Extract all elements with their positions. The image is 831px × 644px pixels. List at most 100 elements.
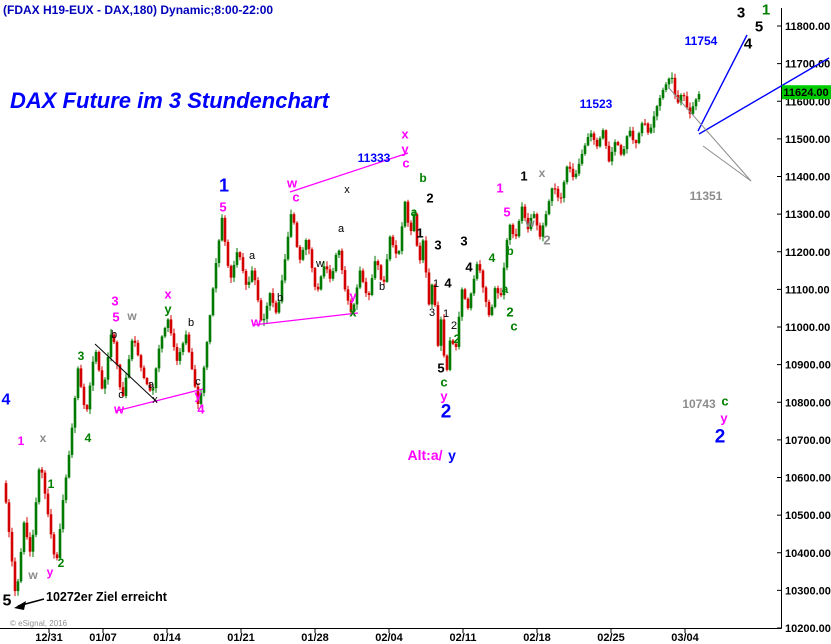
wave-label: 4 xyxy=(744,35,753,52)
wave-label: 4 xyxy=(444,276,452,291)
axes: 10200.00 10300.00 10400.00 10500.00 10600.00… xyxy=(0,8,831,644)
y-axis-label: 10500.00 xyxy=(785,510,831,522)
trend-lines xyxy=(94,34,830,412)
candle-body xyxy=(592,133,596,140)
candle-body xyxy=(253,270,257,281)
candle-body xyxy=(415,214,419,246)
wave-label: x xyxy=(401,127,409,142)
wave-label: w xyxy=(286,176,298,191)
wave-label: 1 xyxy=(496,181,503,196)
candle-body xyxy=(160,336,164,349)
wave-label: c xyxy=(195,376,201,388)
wave-label: b xyxy=(188,317,194,329)
candle-body xyxy=(7,502,11,532)
wave-label: c xyxy=(510,319,517,334)
candle-body xyxy=(136,342,140,356)
candle-body xyxy=(469,293,473,309)
candle-body xyxy=(661,89,665,99)
candle-body xyxy=(613,142,617,152)
candle-body xyxy=(595,139,599,147)
y-axis-label: 10600.00 xyxy=(785,473,831,485)
candle-body xyxy=(115,342,119,365)
candle-body xyxy=(505,240,509,268)
candle-body xyxy=(427,272,431,305)
wave-label: 1 xyxy=(520,169,527,184)
candle-body xyxy=(76,368,80,399)
candle-body xyxy=(289,214,293,237)
candle-body xyxy=(634,140,638,144)
candle-body xyxy=(598,138,602,147)
candle-body xyxy=(28,537,32,552)
wave-label: 1 xyxy=(219,175,229,195)
x-axis-label: 02/25 xyxy=(597,632,625,644)
candle-body xyxy=(22,522,26,552)
candle-body xyxy=(46,493,50,515)
candle-body xyxy=(658,98,662,107)
candle-body xyxy=(403,201,407,227)
y-axis-label: 11700.00 xyxy=(785,59,830,71)
wave-label: 2 xyxy=(426,191,433,206)
wave-label: y xyxy=(448,447,456,463)
trend-line xyxy=(697,34,748,132)
candle-body xyxy=(25,522,29,538)
candle-body xyxy=(94,351,98,362)
x-axis-label: 02/11 xyxy=(450,632,477,644)
wave-label: y xyxy=(440,389,448,404)
candle-body xyxy=(454,343,458,347)
candle-body xyxy=(568,166,572,169)
x-axis-label: 01/21 xyxy=(227,632,255,644)
candle-body xyxy=(688,107,692,114)
target-note-text: 10272er Ziel erreicht xyxy=(46,590,168,604)
candle-body xyxy=(181,343,185,353)
candle-body xyxy=(340,250,344,271)
candle-body xyxy=(316,286,320,290)
candle-body xyxy=(601,130,605,139)
candle-body xyxy=(547,201,551,215)
wave-label: 4 xyxy=(465,260,473,275)
candle-body xyxy=(625,136,629,150)
candle-body xyxy=(379,265,383,280)
trend-line xyxy=(698,57,830,135)
candle-body xyxy=(157,348,161,369)
wave-label: 1 xyxy=(433,278,439,290)
candle-body xyxy=(694,99,698,107)
candle-body xyxy=(214,263,218,289)
candle-body xyxy=(235,252,239,265)
candle-body xyxy=(643,123,647,125)
wave-label: x xyxy=(164,287,172,302)
candle-body xyxy=(250,270,254,282)
trend-line xyxy=(252,312,359,326)
candle-body xyxy=(301,249,305,260)
candle-body xyxy=(550,188,554,202)
candle-body xyxy=(169,319,173,334)
candle-body xyxy=(445,355,449,370)
wave-label: 5 xyxy=(3,593,12,610)
candle-body xyxy=(574,173,578,178)
candle-body xyxy=(526,217,530,230)
y-axis-label: 11500.00 xyxy=(785,134,830,146)
candle-body xyxy=(451,340,455,344)
candle-body xyxy=(64,477,68,501)
wave-label: 5 xyxy=(219,200,226,215)
candle-body xyxy=(256,280,260,301)
candle-body xyxy=(199,392,203,404)
candle-body xyxy=(487,301,491,316)
candle-body xyxy=(511,224,515,235)
candle-body xyxy=(460,289,464,317)
candle-body xyxy=(466,298,470,309)
candle-body xyxy=(421,240,425,261)
candle-body xyxy=(337,250,341,255)
candle-body xyxy=(37,469,41,503)
candle-body xyxy=(52,534,56,555)
wave-label: w xyxy=(27,568,38,582)
candle-body xyxy=(520,206,524,222)
price-level-label: 10743 xyxy=(682,397,716,411)
candle-body xyxy=(142,367,146,379)
wave-label: y xyxy=(194,388,202,403)
candle-body xyxy=(175,347,179,361)
candle-body xyxy=(232,264,236,278)
candle-body xyxy=(85,405,89,410)
candle-body xyxy=(544,214,548,226)
candle-body xyxy=(490,306,494,316)
